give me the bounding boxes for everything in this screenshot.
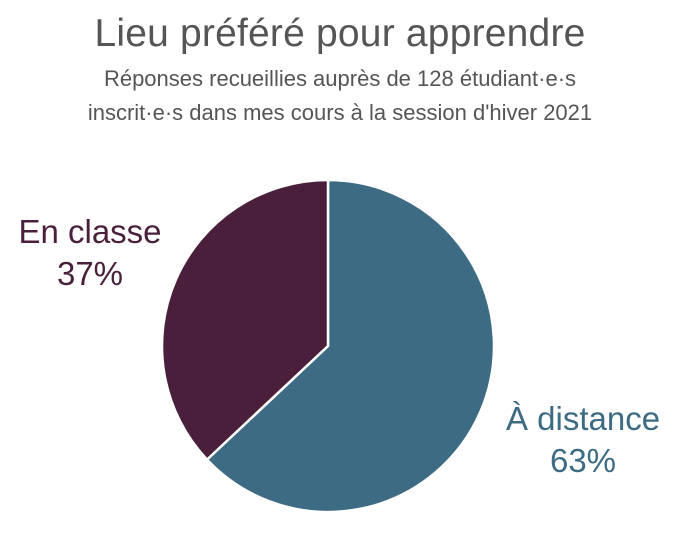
pie-slice-0 <box>205 178 496 514</box>
slice-label-a-distance-value: 63% <box>549 442 617 479</box>
pie-slice-1 <box>160 178 330 461</box>
slice-label-en-classe: En classe 37% <box>8 211 172 295</box>
slice-label-en-classe-value: 37% <box>56 255 124 292</box>
slice-label-a-distance-name: À distance <box>505 400 661 437</box>
chart-title: Lieu préféré pour apprendre <box>94 12 586 55</box>
slice-label-a-distance: À distance 63% <box>488 398 678 482</box>
chart-subtitle-line-2: inscrit·e·s dans mes cours à la session … <box>87 100 593 125</box>
chart-subtitle-line-1: Réponses recueillies auprès de 128 étudi… <box>103 66 577 91</box>
slice-label-en-classe-name: En classe <box>18 213 162 250</box>
